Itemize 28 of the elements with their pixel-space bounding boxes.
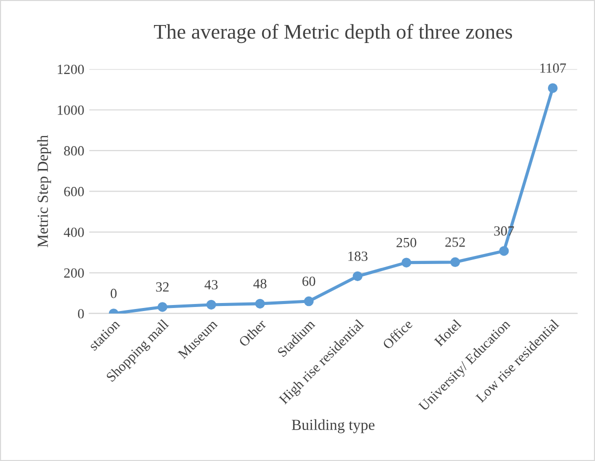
y-tick-label: 0 — [78, 309, 84, 318]
point — [206, 300, 216, 310]
point — [450, 257, 460, 268]
y-axis-title: Metric Step Depth — [37, 135, 52, 248]
y-tick-label: 1200 — [58, 64, 84, 74]
point — [158, 302, 168, 312]
data-label: 0 — [110, 288, 117, 298]
data-label: 250 — [396, 238, 416, 248]
point — [304, 296, 314, 306]
point — [499, 246, 509, 256]
data-label: 43 — [204, 280, 218, 290]
chart-title: The average of Metric depth of three zones — [154, 24, 512, 44]
point — [548, 83, 558, 93]
data-label: 60 — [302, 276, 316, 286]
data-label: 1107 — [540, 63, 566, 73]
data-label: 183 — [348, 252, 368, 261]
y-tick-label: 800 — [64, 146, 84, 156]
x-axis-title: Building type — [292, 419, 374, 434]
point — [402, 258, 412, 268]
data-label: 32 — [156, 282, 169, 292]
data-label: 252 — [445, 238, 465, 247]
y-tick-label: 200 — [64, 268, 84, 278]
data-label: 48 — [253, 279, 266, 288]
point — [255, 298, 265, 309]
point — [352, 271, 362, 282]
y-tick-label: 400 — [64, 228, 84, 237]
y-tick-label: 1000 — [58, 105, 84, 115]
y-tick-label: 600 — [64, 186, 84, 196]
